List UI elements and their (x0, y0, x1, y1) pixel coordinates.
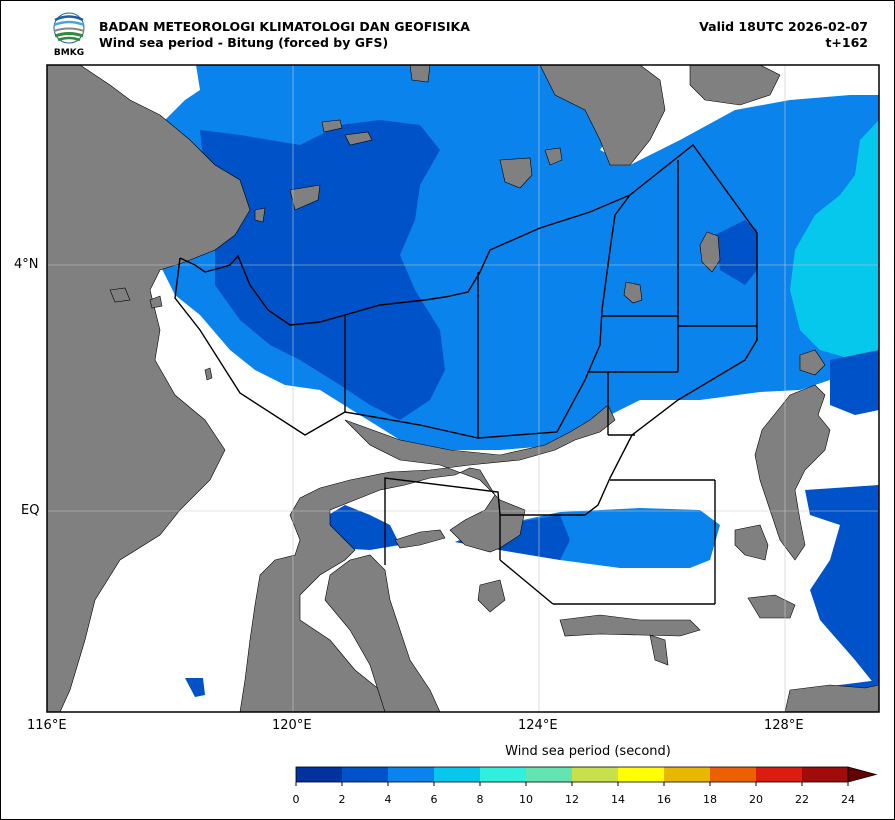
colorbar-label-10: 10 (519, 793, 533, 806)
land-sula-1 (559, 614, 701, 637)
map-subtitle: Wind sea period - Bitung (forced by GFS) (99, 35, 389, 50)
x-tick-116e: 116°E (27, 718, 67, 733)
land-sulawesi-peninsula (324, 554, 441, 712)
colorbar-bin-10 (756, 767, 802, 782)
field-0-2s-east (715, 220, 757, 285)
land-morotai (799, 349, 826, 376)
land-sulawesi-north (239, 404, 616, 712)
colorbar-label-2: 2 (338, 793, 346, 806)
colorbar-bin-11 (802, 767, 848, 782)
land-borneo-coast (109, 287, 213, 381)
colorbar-extend-arrow (847, 766, 878, 783)
colorbar-label-14: 14 (611, 793, 625, 806)
land-mindanao (539, 65, 666, 166)
x-tick-120e: 120°E (272, 718, 312, 733)
land-sula-2 (649, 634, 669, 666)
colorbar-bin-9 (710, 767, 756, 782)
land-sangihe (699, 231, 721, 273)
colorbar-bin-2 (388, 767, 434, 782)
bmkg-logo: BMKG (53, 12, 85, 57)
y-tick-eq: EQ (21, 503, 40, 518)
colorbar-label-12: 12 (565, 793, 579, 806)
colorbar (295, 766, 878, 786)
x-tick-128e: 128°E (764, 718, 804, 733)
field-0-2s-small (185, 678, 205, 697)
land-mindanao-east (689, 65, 781, 106)
colorbar-title: Wind sea period (second) (505, 744, 671, 759)
colorbar-bin-5 (526, 767, 572, 782)
colorbar-label-0: 0 (292, 793, 300, 806)
field-0-2s-molucca (805, 485, 879, 690)
colorbar-bin-3 (434, 767, 480, 782)
land-seram (784, 684, 879, 712)
colorbar-label-6: 6 (430, 793, 438, 806)
land-halmahera (754, 384, 831, 561)
land-banggai (477, 579, 506, 613)
colorbar-label-18: 18 (703, 793, 717, 806)
valid-time: Valid 18UTC 2026-02-07 (699, 19, 868, 34)
colorbar-label-22: 22 (795, 793, 809, 806)
land-obi (747, 594, 796, 619)
colorbar-label-8: 8 (476, 793, 484, 806)
lead-time: t+162 (825, 35, 868, 50)
colorbar-bin-1 (342, 767, 388, 782)
gridlines (47, 65, 879, 712)
colorbar-label-24: 24 (841, 793, 855, 806)
colorbar-bin-0 (296, 767, 342, 782)
colorbar-bin-7 (618, 767, 664, 782)
land-bacan (734, 524, 769, 561)
land-talaud (623, 281, 643, 304)
colorbar-bin-6 (572, 767, 618, 782)
map-border (46, 64, 880, 713)
forecast-area-boundaries (174, 143, 758, 605)
colorbar-label-16: 16 (657, 793, 671, 806)
land-togian (394, 529, 446, 549)
colorbar-bin-8 (664, 767, 710, 782)
land-sulu-islands (254, 65, 563, 223)
colorbar-bin-4 (480, 767, 526, 782)
land-borneo (47, 65, 251, 712)
x-tick-124e: 124°E (518, 718, 558, 733)
colorbar-label-20: 20 (749, 793, 763, 806)
field-6-8s-east (790, 120, 879, 360)
field-0-2s-celebes-east (830, 350, 879, 415)
y-tick-4n: 4°N (14, 257, 39, 272)
field-0-2s-core (200, 120, 445, 420)
svg-text:BMKG: BMKG (54, 48, 84, 57)
agency-title: BADAN METEOROLOGI KLIMATOLOGI DAN GEOFIS… (99, 19, 470, 34)
colorbar-label-4: 4 (384, 793, 392, 806)
